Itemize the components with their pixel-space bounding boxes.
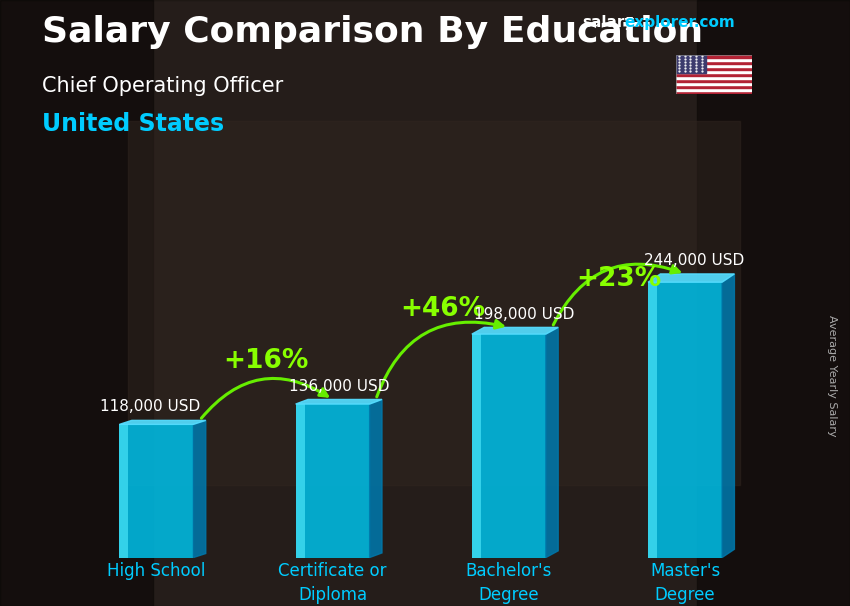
- Polygon shape: [472, 327, 558, 334]
- Bar: [119, 424, 128, 558]
- Bar: [676, 88, 752, 91]
- Text: Chief Operating Officer: Chief Operating Officer: [42, 76, 284, 96]
- Bar: [676, 79, 752, 82]
- Bar: [676, 58, 752, 61]
- Bar: [676, 67, 752, 70]
- Bar: [676, 82, 752, 85]
- Bar: [676, 85, 752, 88]
- Bar: [472, 334, 546, 558]
- Bar: [676, 91, 752, 94]
- Polygon shape: [648, 274, 734, 282]
- Bar: [697, 0, 850, 606]
- Text: 198,000 USD: 198,000 USD: [473, 307, 574, 322]
- Text: Average Yearly Salary: Average Yearly Salary: [827, 315, 837, 436]
- Bar: [676, 73, 752, 76]
- Text: salary: salary: [582, 15, 635, 30]
- Bar: [128, 121, 740, 485]
- Bar: [296, 404, 370, 558]
- Polygon shape: [194, 421, 206, 558]
- Polygon shape: [546, 327, 558, 558]
- Text: +16%: +16%: [224, 348, 309, 374]
- Text: +46%: +46%: [400, 296, 484, 322]
- Bar: [648, 282, 657, 558]
- Text: 118,000 USD: 118,000 USD: [100, 399, 201, 415]
- Polygon shape: [119, 421, 206, 424]
- Bar: [676, 55, 706, 73]
- Bar: [119, 424, 194, 558]
- Bar: [296, 404, 304, 558]
- Bar: [0, 0, 153, 606]
- Text: United States: United States: [42, 112, 224, 136]
- Text: 136,000 USD: 136,000 USD: [289, 379, 389, 393]
- Text: explorer.com: explorer.com: [625, 15, 735, 30]
- Text: Salary Comparison By Education: Salary Comparison By Education: [42, 15, 704, 49]
- Bar: [676, 55, 752, 58]
- Text: 244,000 USD: 244,000 USD: [643, 253, 744, 268]
- Bar: [648, 282, 722, 558]
- Polygon shape: [296, 399, 382, 404]
- Text: +23%: +23%: [576, 267, 661, 292]
- Bar: [472, 334, 481, 558]
- Bar: [676, 76, 752, 79]
- Polygon shape: [370, 399, 382, 558]
- Bar: [676, 70, 752, 73]
- Bar: [676, 61, 752, 64]
- Polygon shape: [722, 274, 734, 558]
- Bar: [676, 64, 752, 67]
